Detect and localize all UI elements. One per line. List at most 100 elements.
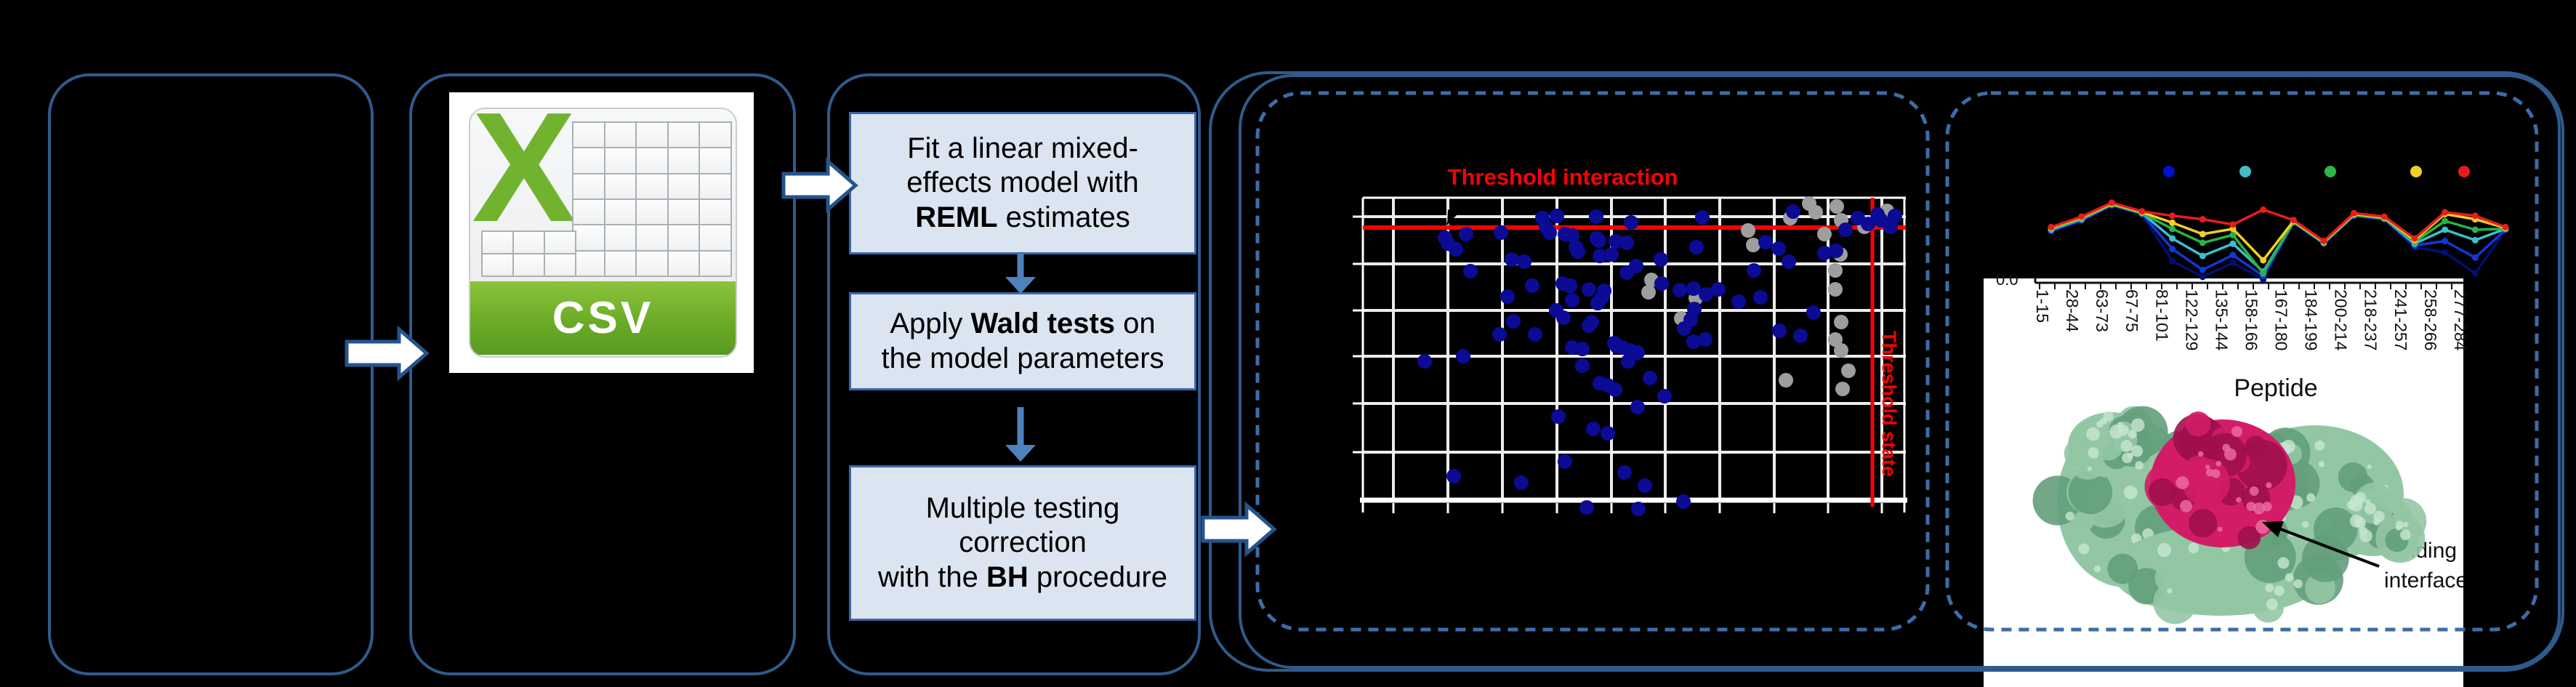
uptake-point: [2380, 214, 2388, 222]
grid-cell: [668, 123, 699, 148]
scatter-point-interaction-significant: [1817, 246, 1832, 260]
scatter-point-interaction-significant: [1565, 293, 1579, 308]
uptake-point: [2320, 240, 2327, 247]
scatter-point-interaction-significant: [1551, 409, 1566, 424]
right-arrow-icon: [345, 325, 430, 382]
scatter-point-interaction-significant: [1575, 358, 1590, 373]
scatter-point-interaction-significant: [1563, 278, 1577, 293]
scatter-point-interaction-significant: [1417, 354, 1432, 369]
uptake-point: [2199, 216, 2206, 223]
scatter-point-interaction-significant: [1654, 276, 1669, 291]
uptake-point: [2380, 216, 2388, 223]
peptide-tick-label: 241-257: [2391, 289, 2410, 351]
grid-cell: [700, 251, 730, 276]
y-axis-tick-label: 0.0: [1996, 270, 2018, 289]
scatter-point-interaction-significant: [1838, 222, 1853, 237]
uptake-point: [2290, 219, 2297, 226]
uptake-point: [2199, 230, 2206, 238]
uptake-point: [2320, 238, 2327, 246]
scatter-point-interaction-significant: [1731, 294, 1746, 309]
grid-cell: [637, 148, 667, 173]
scatter-point-interaction-significant: [1758, 235, 1773, 249]
scatter-point-interaction-significant: [1747, 263, 1761, 278]
grid-cell: [605, 251, 636, 276]
uptake-point: [2442, 238, 2449, 245]
uptake-point: [2108, 201, 2115, 208]
grid-cell: [573, 225, 604, 250]
threshold-state-label: Threshold state: [1878, 331, 1900, 477]
uptake-point: [2442, 226, 2449, 233]
uptake-point: [2320, 239, 2327, 246]
scatter-point-interaction-significant: [1446, 469, 1461, 483]
scatter-point-interaction-significant: [1609, 234, 1623, 249]
uptake-point: [2078, 216, 2085, 223]
scatter-point-not-significant: [1689, 291, 1703, 305]
uptake-point: [2471, 216, 2479, 223]
scatter-point-interaction-significant: [1556, 310, 1571, 325]
uptake-point: [2048, 226, 2055, 233]
legend-dot-icon: [2325, 166, 2336, 177]
scatter-point-not-significant: [1674, 311, 1689, 326]
scatter-point-interaction-significant: [1539, 220, 1553, 234]
scatter-point-interaction-significant: [1582, 282, 1596, 297]
scatter-point-not-significant: [1817, 227, 1832, 241]
uptake-point: [2260, 268, 2267, 276]
scatter-point-interaction-significant: [1673, 283, 1687, 297]
scatter-plot: [1353, 196, 1907, 516]
scatter-point-interaction-significant: [1615, 340, 1630, 355]
peptide-tick-label: 167-180: [2271, 289, 2291, 351]
flow-step-text-line: REML estimates: [915, 201, 1130, 233]
scatter-point-interaction-significant: [1793, 329, 1808, 343]
uptake-point: [2169, 225, 2176, 233]
uptake-point: [2442, 217, 2449, 225]
scatter-point-not-significant: [1741, 223, 1755, 238]
scatter-point-interaction-significant: [1592, 233, 1606, 248]
flow-step-text-line: Fit a linear mixed-: [907, 132, 1138, 165]
grid-cell: [605, 225, 636, 250]
flow-step-wald-tests: Apply Wald tests on the model parameters: [849, 292, 1196, 390]
uptake-point: [2078, 214, 2085, 221]
uptake-point: [2138, 208, 2146, 215]
scatter-point-interaction-significant: [1585, 315, 1599, 329]
scatter-point-interaction-significant: [1494, 225, 1508, 240]
peptide-tick-label: 258-266: [2420, 289, 2440, 351]
grid-cell: [668, 174, 699, 198]
legend-dot-icon: [2458, 166, 2470, 177]
uptake-point: [2108, 201, 2115, 209]
scatter-point-interaction-significant: [1492, 327, 1507, 342]
scatter-point-interaction-significant: [1449, 242, 1463, 257]
uptake-point: [2048, 225, 2055, 232]
scatter-point-interaction-significant: [1676, 494, 1691, 509]
scatter-point-interaction-significant: [1699, 287, 1713, 302]
scatter-point-not-significant: [1828, 263, 1843, 278]
uptake-point: [2320, 239, 2327, 246]
uptake-point: [2229, 260, 2237, 267]
scatter-point-interaction-significant: [1569, 240, 1583, 254]
uptake-point: [2411, 242, 2418, 249]
scatter-point-interaction-significant: [1621, 354, 1635, 369]
uptake-point: [2380, 216, 2388, 223]
scatter-point-interaction-significant: [1590, 231, 1604, 246]
peptide-tick-label: 81-101: [2152, 289, 2172, 342]
uptake-point: [2380, 214, 2388, 222]
uptake-point: [2199, 266, 2206, 273]
scatter-point-interaction-significant: [1874, 213, 1888, 228]
uptake-point: [2169, 235, 2176, 242]
input-box: [48, 73, 374, 675]
scatter-point-interaction-significant: [1517, 254, 1531, 269]
uptake-point: [2351, 210, 2358, 217]
flow-step-text-line: Apply Wald tests on: [890, 308, 1156, 340]
flow-step-text-line: correction: [959, 526, 1087, 559]
scatter-point-interaction-significant: [1593, 376, 1607, 390]
grid-cell: [700, 174, 730, 198]
grid-cell: [700, 199, 730, 225]
peptide-tick-label: 158-166: [2242, 289, 2261, 351]
uptake-point: [2078, 214, 2085, 222]
scatter-point-interaction-significant: [1607, 336, 1622, 350]
uptake-series-t1: [2050, 204, 2507, 281]
scatter-point-interaction-significant: [1888, 209, 1902, 223]
grid-cell: [573, 199, 604, 225]
uptake-point: [2138, 209, 2146, 217]
scatter-point-interaction-significant: [1459, 227, 1473, 241]
csv-label: CSV: [552, 293, 654, 343]
